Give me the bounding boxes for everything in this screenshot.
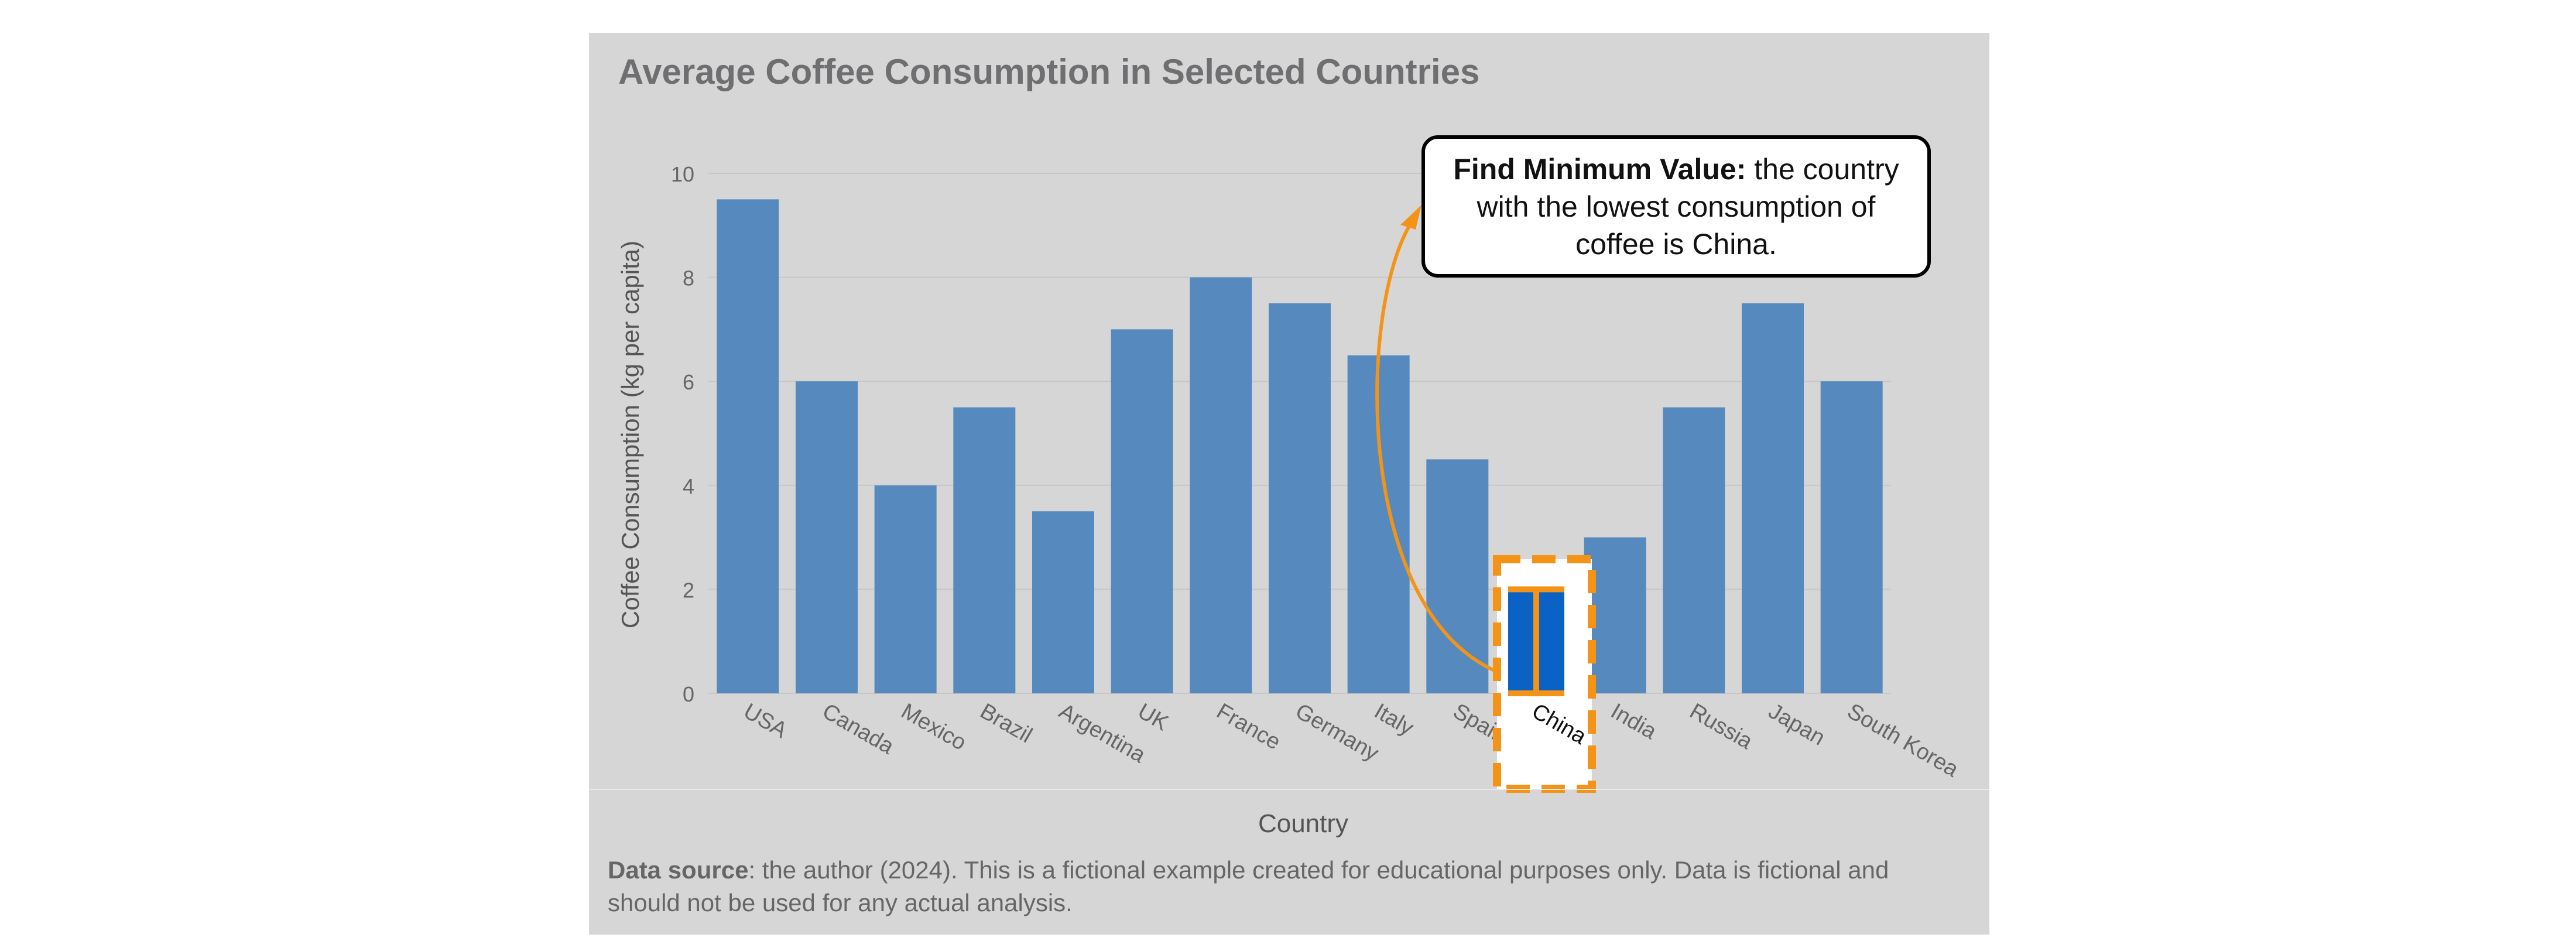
- x-tick-label: Russia: [1686, 699, 1757, 754]
- data-source-note: Data source: the author (2024). This is …: [608, 854, 1954, 919]
- bars: [717, 199, 1883, 694]
- y-tick-labels: 0 2 4 6 8 10: [671, 162, 694, 706]
- x-tick-label: Mexico: [897, 699, 970, 755]
- bar-germany: [1269, 303, 1331, 693]
- x-axis-label: Country: [1258, 809, 1349, 838]
- x-tick-label: Germany: [1292, 699, 1383, 766]
- footer-divider: [589, 789, 1989, 790]
- data-source-text: : the author (2024). This is a fictional…: [608, 856, 1889, 916]
- annotation-body: the country with the lowest consumption …: [1477, 152, 1899, 261]
- y-tick-label: 4: [683, 474, 694, 498]
- data-source-label: Data source: [608, 856, 749, 884]
- x-tick-label: Japan: [1765, 699, 1830, 750]
- annotation-bold: Find Minimum Value:: [1453, 152, 1746, 186]
- x-tick-label: Brazil: [976, 699, 1036, 748]
- bar-france: [1190, 277, 1252, 694]
- annotation-arrow: [1375, 220, 1498, 673]
- x-tick-label: India: [1606, 699, 1661, 744]
- chart-title: Average Coffee Consumption in Selected C…: [618, 52, 1480, 91]
- x-tick-label: USA: [739, 699, 792, 743]
- y-tick-label: 6: [683, 370, 694, 394]
- bar-brazil: [953, 407, 1016, 693]
- x-tick-label: South Korea: [1843, 699, 1963, 782]
- annotation-callout: Find Minimum Value: the country with the…: [1421, 135, 1931, 278]
- bar-south-korea: [1820, 381, 1883, 693]
- annotation-arrowhead: [1400, 205, 1421, 230]
- bar-russia: [1663, 407, 1725, 693]
- y-tick-label: 2: [683, 578, 694, 602]
- bar-usa: [717, 199, 779, 693]
- y-tick-label: 10: [671, 162, 694, 186]
- y-tick-label: 8: [683, 266, 694, 290]
- bar-argentina: [1032, 511, 1094, 693]
- bar-japan: [1742, 303, 1804, 693]
- x-tick-label: Italy: [1370, 699, 1417, 740]
- y-axis-label: Coffee Consumption (kg per capita): [616, 240, 644, 629]
- bar-spain: [1426, 459, 1489, 693]
- x-tick-label: UK: [1133, 699, 1173, 736]
- bar-canada: [796, 381, 858, 693]
- highlight-group: China: [1375, 205, 1596, 793]
- x-tick-label: France: [1212, 699, 1284, 755]
- bar-uk: [1111, 329, 1173, 693]
- x-tick-label: Argentina: [1055, 699, 1150, 768]
- y-tick-label: 0: [683, 682, 694, 706]
- x-tick-label: Canada: [818, 699, 899, 759]
- annotation-text: Find Minimum Value: the country with the…: [1446, 150, 1906, 263]
- bar-mexico: [874, 485, 937, 693]
